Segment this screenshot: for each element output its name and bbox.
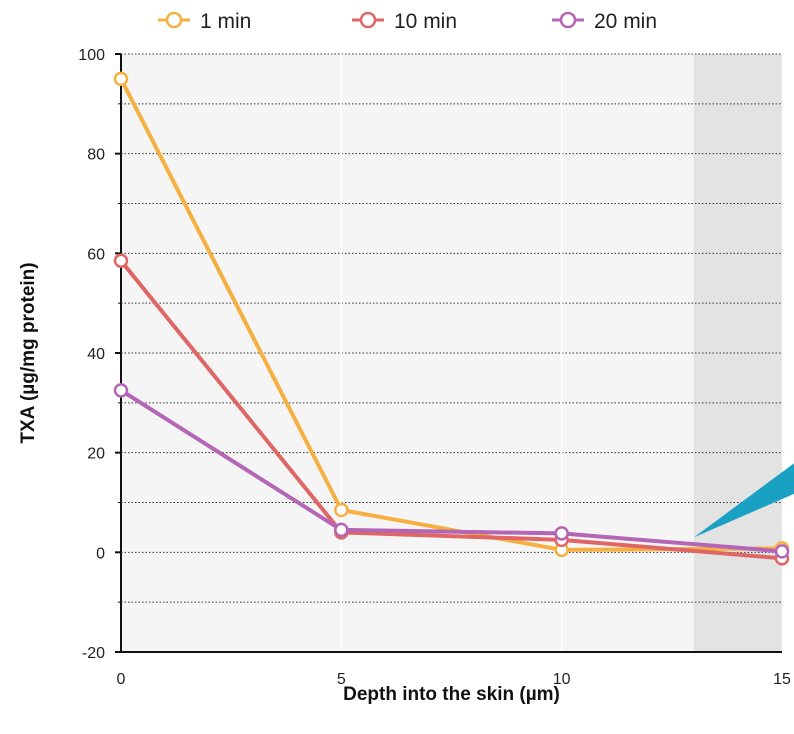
- y-tick-label: 40: [87, 346, 105, 363]
- y-tick-label: 80: [87, 147, 105, 164]
- data-point: [113, 71, 129, 87]
- data-point: [334, 522, 349, 538]
- legend-swatch-marker: [165, 11, 183, 29]
- legend-swatch-marker: [359, 11, 377, 29]
- legend-swatch-marker: [559, 11, 577, 29]
- data-point: [774, 544, 790, 559]
- legend-item: 1 min: [158, 10, 251, 33]
- data-point: [113, 383, 129, 398]
- legend-label: 10 min: [394, 10, 457, 33]
- legend-item: 20 min: [552, 10, 657, 33]
- legend: 1 min 10 min 20 min: [158, 10, 657, 33]
- y-tick-label: 100: [78, 47, 105, 64]
- legend-label: 1 min: [200, 10, 251, 33]
- teal-arrow-annotation: [693, 463, 794, 538]
- x-axis-title: Depth into the skin (µm): [343, 684, 560, 705]
- legend-label: 20 min: [594, 10, 657, 33]
- data-point: [334, 502, 349, 518]
- y-tick-label: 20: [87, 446, 105, 463]
- x-tick-label: 10: [553, 671, 571, 688]
- x-tick-label: 5: [337, 671, 346, 688]
- y-tick-label: 60: [87, 246, 105, 263]
- series-line: [119, 388, 783, 554]
- legend-item: 10 min: [352, 10, 457, 33]
- y-tick-labels: -20 0 20 40 60 80 100: [78, 47, 105, 662]
- series-group: [113, 71, 790, 566]
- y-axis-title: TXA (µg/mg protein): [18, 262, 39, 443]
- x-tick-label: 0: [117, 671, 126, 688]
- data-point: [554, 526, 569, 541]
- gridlines: [121, 53, 782, 652]
- x-tick-labels: 0 5 10 15: [117, 671, 791, 688]
- series-20-min: [113, 383, 790, 559]
- y-tick-label: 0: [96, 545, 105, 562]
- y-tick-label: -20: [82, 645, 105, 662]
- x-tick-label: 15: [773, 671, 791, 688]
- series-line: [119, 259, 783, 561]
- axes: [115, 53, 782, 653]
- data-point: [113, 253, 129, 269]
